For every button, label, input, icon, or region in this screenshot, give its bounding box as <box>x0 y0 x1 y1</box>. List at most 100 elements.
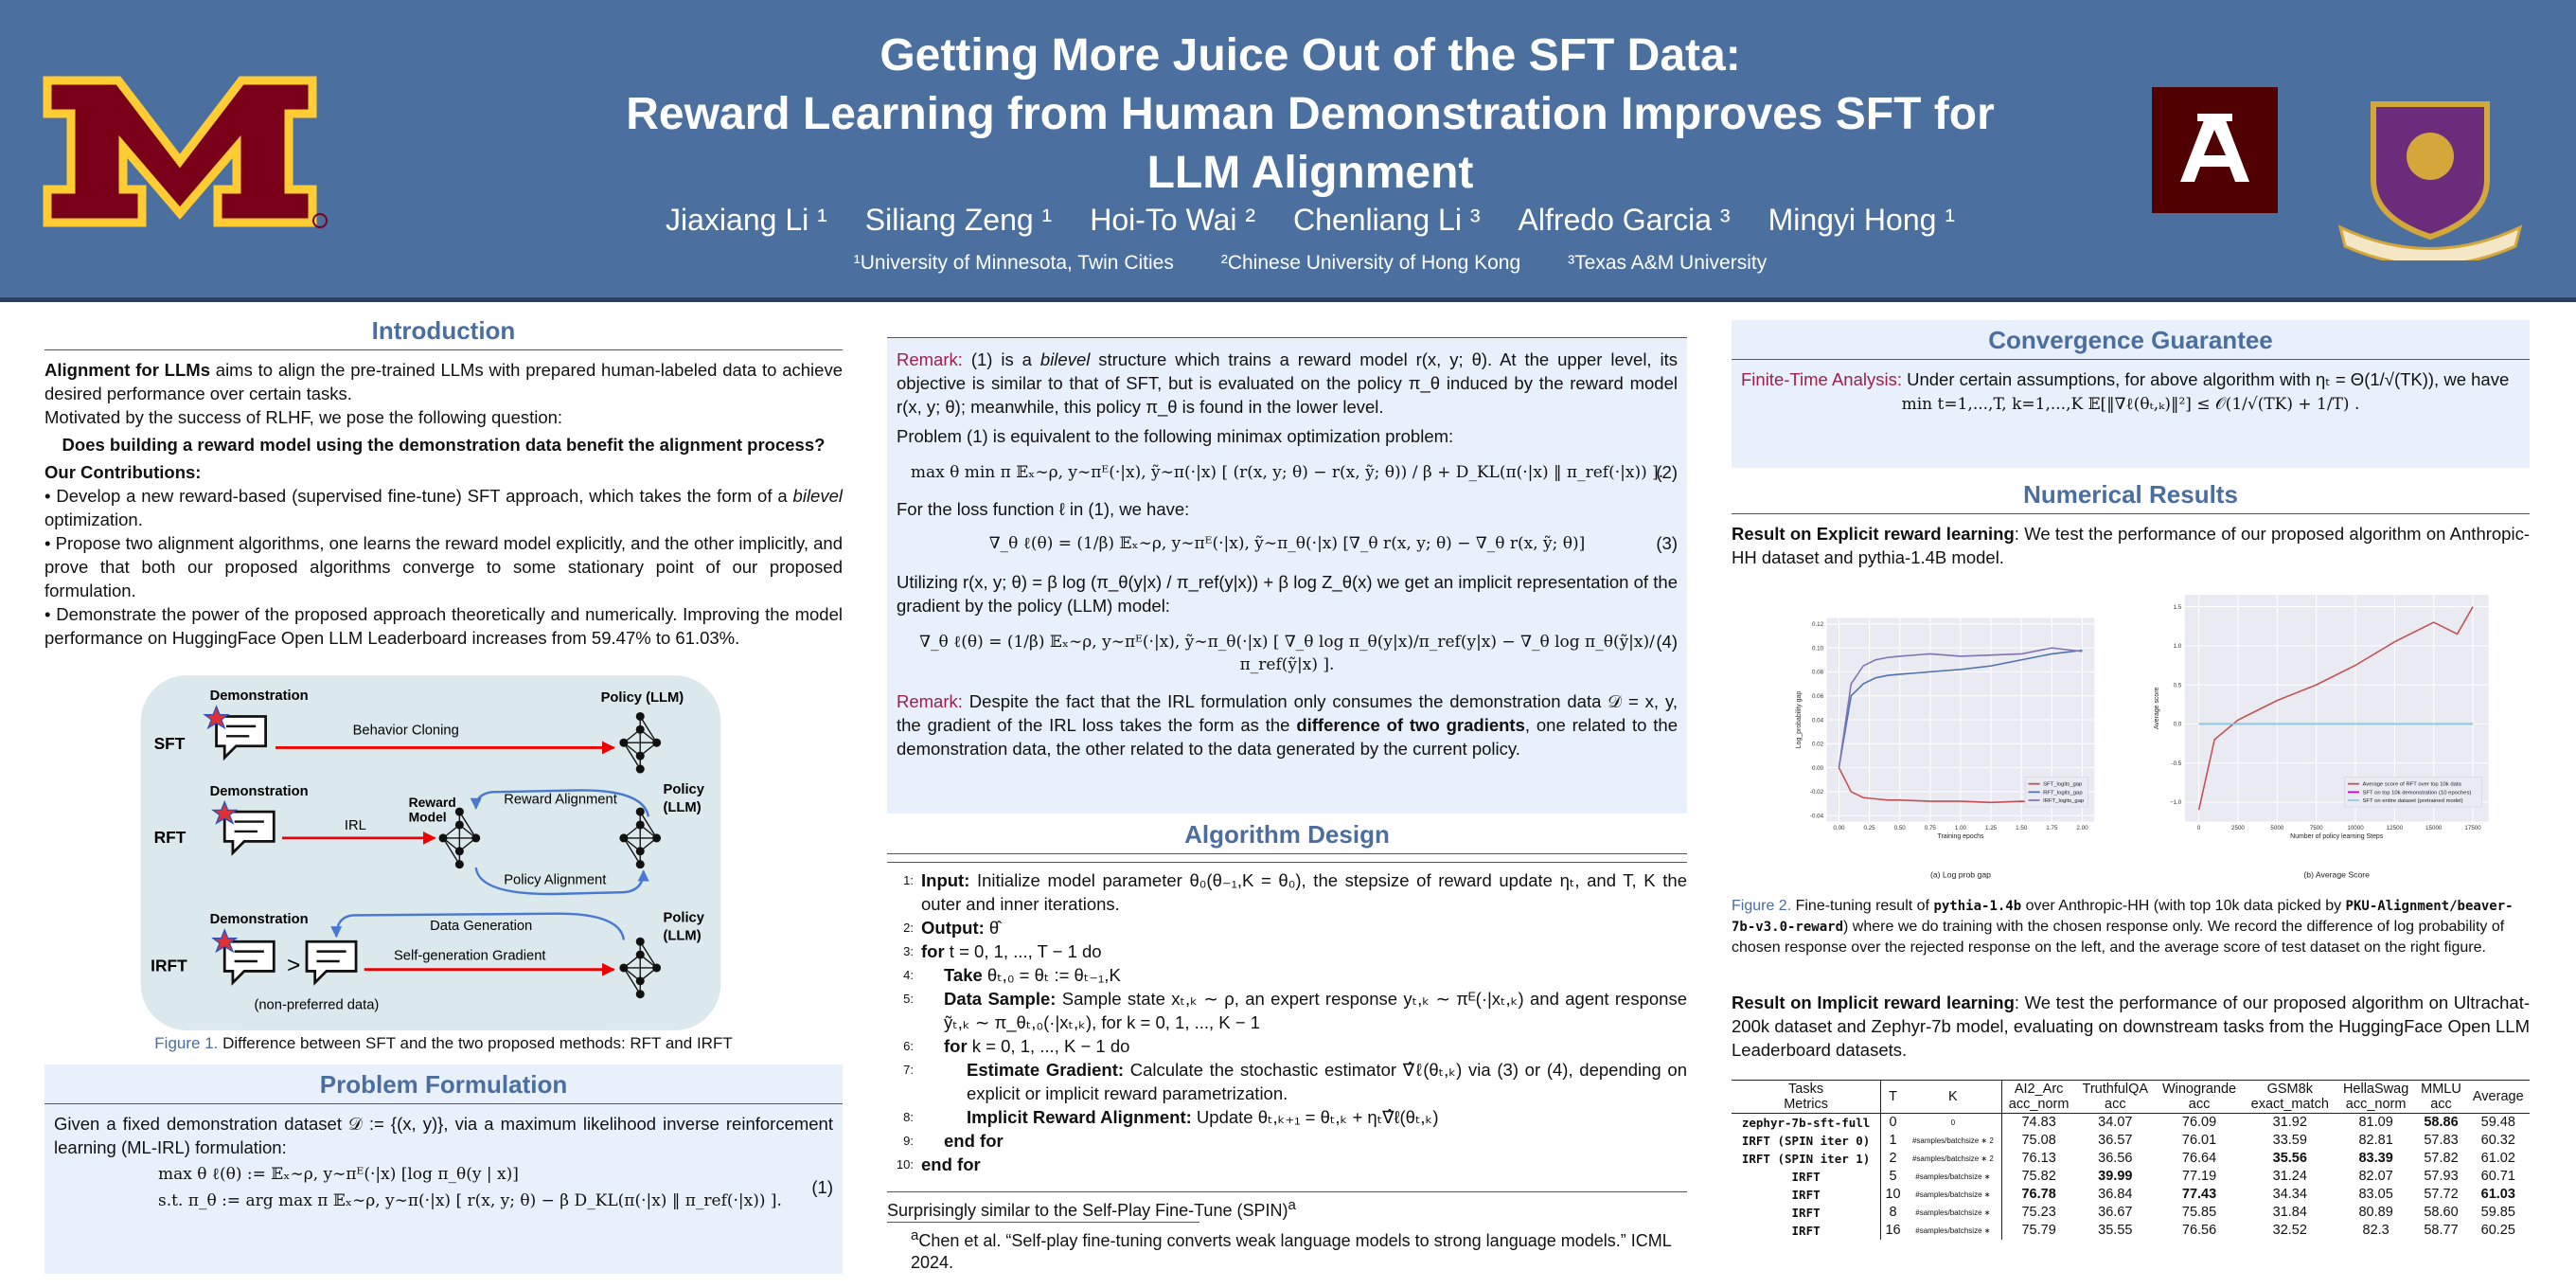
table-cell: 58.86 <box>2424 1115 2459 1130</box>
keyword: end for <box>921 1154 981 1174</box>
line-number: 2: <box>903 921 914 935</box>
y-axis-label: Log_probability gap <box>1796 691 1803 749</box>
line-body: Estimate Gradient: Calculate the stochas… <box>921 1058 1687 1105</box>
paragraph: Motivated by the success of RLHF, we pos… <box>44 407 563 427</box>
umn-logo <box>43 76 328 228</box>
label: Model <box>409 810 447 825</box>
algorithm-line: 7: Estimate Gradient: Calculate the stoch… <box>887 1058 1687 1105</box>
algorithm-line: 2: Output: θ̂ <box>887 916 1687 939</box>
logo-m <box>43 76 317 227</box>
table-cell: 82.81 <box>2358 1133 2393 1148</box>
x-tick-label: 7500 <box>2310 825 2323 832</box>
text: Despite the fact that the IRL formulatio… <box>897 691 1678 735</box>
table-row: IRFT 5 #samples/batchsize ∗ 75.82 39.99 77.19… <box>1732 1168 2530 1186</box>
line-number: 8: <box>903 1110 914 1124</box>
section-title: Introduction <box>44 314 843 350</box>
caption-label: Figure 1. <box>154 1034 219 1052</box>
label: Policy (LLM) <box>601 690 684 706</box>
text: Update θₜ,ₖ₊₁ = θₜ,ₖ + ηₜ∇̂ℓ(θₜ,ₖ) <box>1191 1107 1439 1127</box>
problem-formulation: Problem Formulation Given a fixed demons… <box>44 1064 843 1274</box>
author: Alfredo Garcia ³ <box>1518 203 1731 237</box>
equation-number: (4) <box>1656 632 1678 652</box>
table-cell: 36.57 <box>2098 1133 2133 1148</box>
table-cell: 75.85 <box>2181 1205 2217 1220</box>
title-line: Reward Learning from Human Demonstration… <box>626 89 1995 139</box>
table-cell: 31.24 <box>2272 1169 2307 1184</box>
x-tick-label: 17500 <box>2464 825 2481 832</box>
table-cell: 76.64 <box>2181 1151 2217 1166</box>
label: Finite-Time Analysis: <box>1741 369 1902 389</box>
line-number: 6: <box>903 1039 914 1053</box>
subheading: Our Contributions: <box>44 462 202 482</box>
text: t = 0, 1, ..., T − 1 do <box>944 941 1102 961</box>
y-tick-label: -0.02 <box>1810 789 1824 796</box>
algorithm-line: 4: Take θₜ,₀ = θₜ := θₜ₋₁,K <box>887 963 1687 987</box>
table-cell: 82.07 <box>2358 1169 2393 1184</box>
label: Policy <box>664 782 705 797</box>
author: Chenliang Li ³ <box>1293 203 1481 237</box>
header-text: acc <box>2430 1097 2452 1112</box>
x-tick-label: 1.00 <box>1955 825 1967 832</box>
div: Given a fixed demonstration dataset 𝒟 :=… <box>44 1112 843 1212</box>
code-text: PKU-Alignment/beaver-7b-v3.0-reward <box>1732 899 2514 935</box>
tamu-logo <box>2152 87 2278 213</box>
numerical-results: Numerical Results Result on Explicit rew… <box>1732 478 2530 569</box>
line-body: for k = 0, 1, ..., K − 1 do <box>921 1034 1687 1058</box>
label: Policy <box>664 910 705 925</box>
header-text: Metrics <box>1784 1097 1828 1112</box>
text: Surprisingly similar to the Self-Play Fi… <box>887 1201 1288 1220</box>
legend-box <box>2344 777 2482 808</box>
table-cell: IRFT (SPIN iter 1) <box>1732 1150 1882 1168</box>
affiliations: ¹University of Minnesota, Twin Cities ²C… <box>530 252 2090 275</box>
text: , one related to the demonstration data,… <box>897 715 1679 759</box>
label: Behavior Cloning <box>353 724 459 739</box>
text: • Develop a new reward-based (supervised… <box>44 486 793 506</box>
table-wrap: Tasks Metrics T K AI2_Arc acc_norm TruthfulQA a… <box>1732 1080 2530 1240</box>
table-cell: 75.79 <box>2021 1223 2056 1238</box>
label: Policy Alignment <box>504 872 606 887</box>
table-row: IRFT 16 #samples/batchsize ∗ 75.79 35.55 76.5… <box>1732 1222 2530 1240</box>
footnote-marker: a <box>911 1227 919 1243</box>
line-number: 7: <box>903 1063 914 1077</box>
remark-label: Remark: <box>897 349 963 369</box>
bold-text: Result on Implicit reward learning <box>1732 993 2015 1012</box>
x-tick-label: 0 <box>2197 825 2201 832</box>
table-cell: 57.83 <box>2424 1133 2459 1148</box>
figure-caption: Figure 1. Difference between SFT and the… <box>44 1034 843 1053</box>
table-cell: 31.92 <box>2272 1115 2307 1130</box>
affiliation: ²Chinese University of Hong Kong <box>1220 252 1521 274</box>
table-cell: 59.85 <box>2480 1205 2515 1220</box>
caption: Figure 2. Fine-tuning result of pythia-1… <box>1732 896 2530 957</box>
algorithm-line: 10: end for <box>887 1153 1687 1176</box>
algorithm-body: 1: Input: Initialize model parameter θ₀(θ… <box>887 862 1687 1176</box>
italic-text: bilevel <box>792 486 843 506</box>
label: IRL <box>345 818 366 833</box>
logo-mark <box>2180 120 2249 182</box>
table-cell: 0 <box>1904 1113 2002 1132</box>
figure2-charts: -0.04-0.020.000.020.040.060.080.100.120.… <box>1796 595 2489 880</box>
x-tick-label: 0.50 <box>1894 825 1907 832</box>
line-number: 9: <box>903 1134 914 1148</box>
g: Behavior Cloning IRL Reward Alignment Po… <box>254 724 616 1013</box>
header-text: GSM8k <box>2266 1082 2313 1097</box>
legend-label: SFT on top 10k demonstration (10 epoches… <box>2363 790 2472 796</box>
crest-ribbon <box>2337 224 2523 260</box>
y-tick-label: 1.0 <box>2174 643 2182 650</box>
header-text: K <box>1948 1089 1958 1104</box>
x-axis-label: Training epochs <box>1937 833 1984 840</box>
header-text: AI2_Arc <box>2014 1082 2064 1097</box>
table-cell: 80.89 <box>2358 1205 2393 1220</box>
text: over Anthropic-HH (with top 10k data pic… <box>2021 898 2346 914</box>
header-cell: K <box>1904 1081 2002 1114</box>
keyword: Implicit Reward Alignment: <box>967 1107 1192 1127</box>
equation-number: (2) <box>1656 462 1678 482</box>
legend-label: SFT_logits_gap <box>2043 782 2083 788</box>
header-text: T <box>1889 1089 1897 1104</box>
label: Data Generation <box>430 919 532 934</box>
x-tick-label: 0.75 <box>1925 825 1937 832</box>
paragraph: Alignment for LLMs aims to align the pre… <box>44 358 843 405</box>
row-label: SFT <box>154 734 186 753</box>
table-cell: 1 <box>1889 1133 1897 1148</box>
